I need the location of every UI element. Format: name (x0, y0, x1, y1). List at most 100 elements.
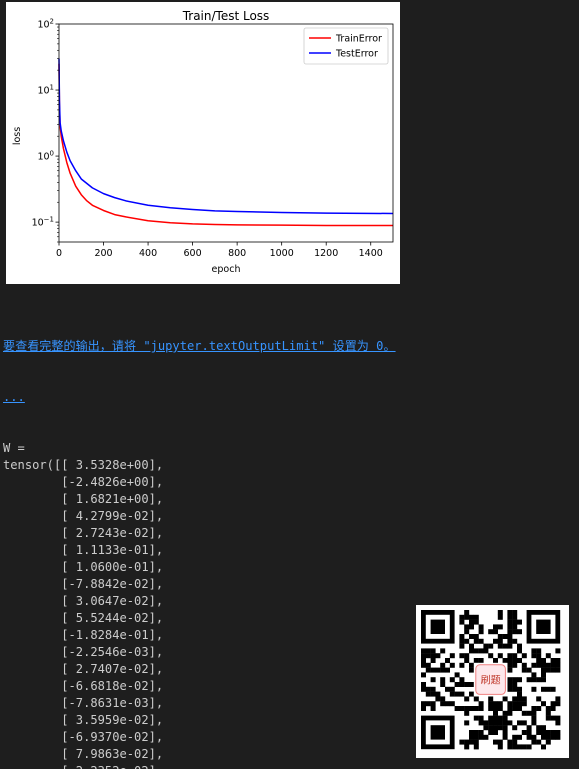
qr-module (536, 706, 541, 711)
qr-module (483, 735, 488, 740)
qr-logo-text: 刷题 (481, 675, 501, 687)
y-tick-label: 10−1 (32, 216, 54, 229)
qr-module (479, 639, 484, 644)
qr-module (541, 735, 546, 740)
qr-module (531, 706, 536, 711)
qr-module (503, 711, 508, 716)
legend-train-label: TrainError (335, 34, 382, 45)
qr-module (483, 725, 488, 730)
qr-finder-inner (431, 725, 445, 739)
qr-module (498, 610, 503, 615)
qr-module (493, 740, 498, 745)
qr-code-image: 刷题 (416, 605, 569, 758)
output-line: [-7.8842e-02], (3, 576, 579, 593)
qr-module (421, 648, 426, 653)
qr-module (522, 720, 527, 725)
qr-module (479, 701, 484, 706)
qr-module (507, 720, 512, 725)
qr-module (536, 730, 541, 735)
qr-module (474, 620, 479, 625)
qr-module (479, 706, 484, 711)
qr-module (555, 668, 560, 673)
qr-module (546, 663, 551, 668)
qr-module (459, 677, 464, 682)
qr-module (522, 744, 527, 749)
qr-module (479, 648, 484, 653)
qr-module (507, 653, 512, 658)
qr-module (474, 706, 479, 711)
qr-module (459, 644, 464, 649)
qr-module (503, 644, 508, 649)
qr-module (551, 730, 556, 735)
qr-module (522, 730, 527, 735)
loss-chart: Train/Test Loss loss epoch 0 200 400 600 800… (6, 2, 400, 284)
qr-module (450, 701, 455, 706)
qr-module (479, 658, 484, 663)
qr-module (531, 653, 536, 658)
text-output-limit-link[interactable]: 要查看完整的输出，请将 "jupyter.textOutputLimit" 设置… (3, 339, 396, 353)
qr-module (459, 620, 464, 625)
qr-module (527, 725, 532, 730)
qr-module (555, 648, 560, 653)
qr-module (450, 692, 455, 697)
qr-module (517, 744, 522, 749)
qr-module (464, 610, 469, 615)
qr-module (493, 706, 498, 711)
show-more-ellipsis-link[interactable]: ... (3, 390, 25, 404)
qr-module (450, 653, 455, 658)
qr-module (503, 634, 508, 639)
qr-module (464, 653, 469, 658)
qr-module (522, 668, 527, 673)
qr-module (459, 653, 464, 658)
x-axis-label: epoch (212, 264, 241, 275)
x-tick-label: 1000 (270, 248, 294, 259)
qr-module (421, 663, 426, 668)
qr-module (512, 725, 517, 730)
qr-module (541, 672, 546, 677)
output-line: W = (3, 440, 579, 457)
qr-module (440, 701, 445, 706)
qr-module (507, 744, 512, 749)
qr-module (498, 639, 503, 644)
qr-module (517, 644, 522, 649)
qr-module (493, 730, 498, 735)
qr-module (421, 653, 426, 658)
chart-legend: TrainError TestError (304, 28, 388, 64)
qr-module (541, 730, 546, 735)
qr-module (512, 701, 517, 706)
qr-module (431, 701, 436, 706)
qr-module (512, 624, 517, 629)
output-line: tensor([[ 3.5328e+00], (3, 457, 579, 474)
qr-module (464, 624, 469, 629)
qr-module (551, 663, 556, 668)
qr-module (551, 658, 556, 663)
qr-module (507, 658, 512, 663)
qr-module (445, 687, 450, 692)
qr-module (507, 629, 512, 634)
qr-module (435, 653, 440, 658)
qr-module (512, 687, 517, 692)
qr-module (464, 658, 469, 663)
qr-module (536, 725, 541, 730)
qr-module (474, 735, 479, 740)
qr-module (440, 663, 445, 668)
qr-module (469, 634, 474, 639)
qr-module (469, 740, 474, 745)
qr-module (464, 706, 469, 711)
qr-module (541, 744, 546, 749)
qr-module (507, 663, 512, 668)
chart-title: Train/Test Loss (182, 9, 270, 23)
qr-module (507, 668, 512, 673)
qr-module (536, 648, 541, 653)
qr-module (440, 668, 445, 673)
qr-module (551, 701, 556, 706)
qr-module (440, 696, 445, 701)
qr-module (421, 701, 426, 706)
qr-module (440, 648, 445, 653)
qr-module (531, 735, 536, 740)
qr-module (498, 740, 503, 745)
qr-module (531, 720, 536, 725)
qr-module (488, 706, 493, 711)
qr-module (517, 706, 522, 711)
qr-module (459, 740, 464, 745)
